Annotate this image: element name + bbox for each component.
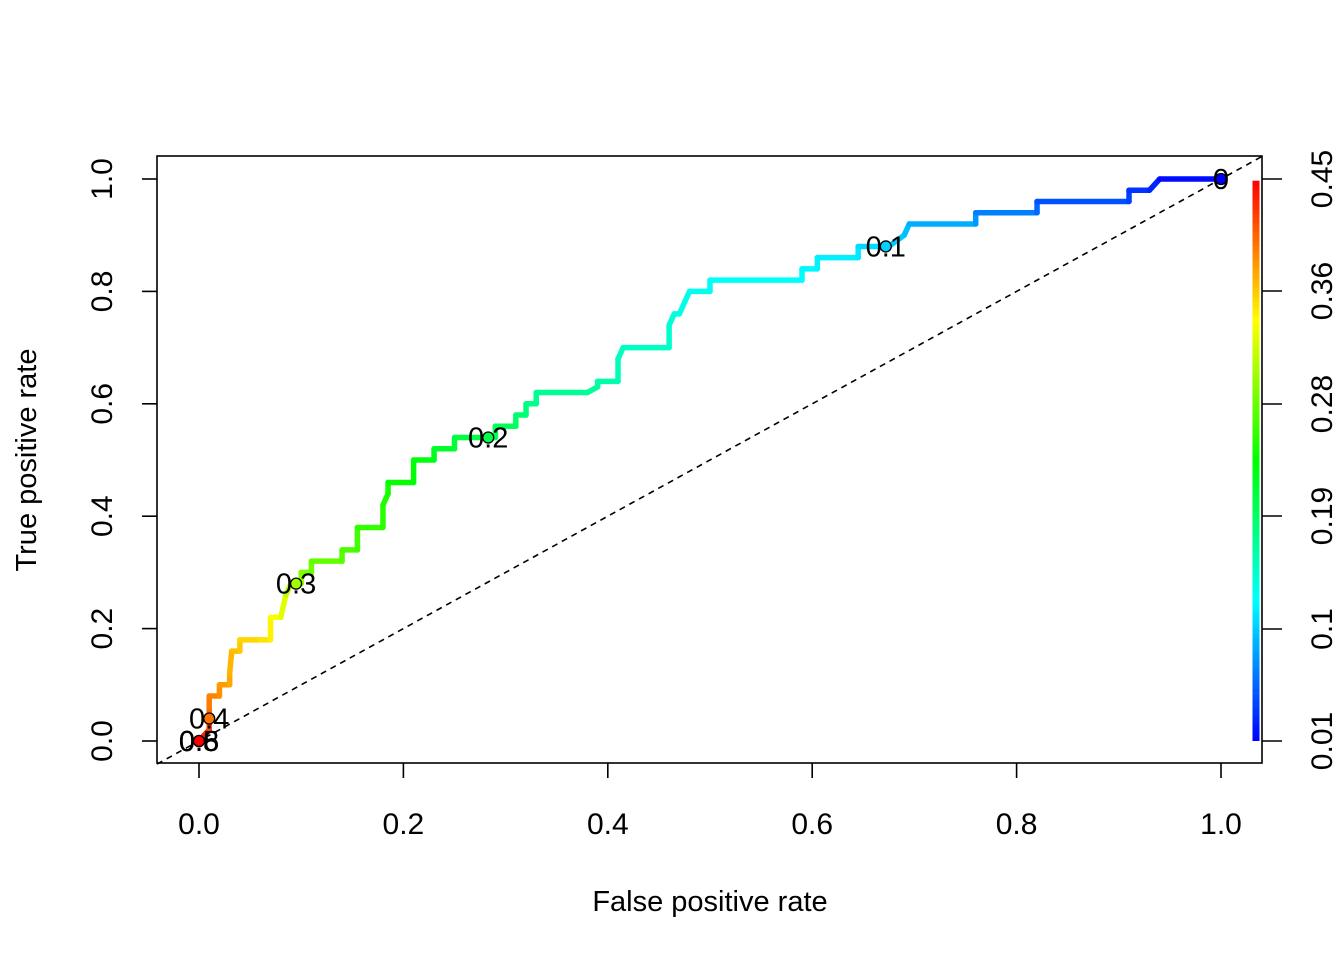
- x-axis-title: False positive rate: [592, 886, 827, 918]
- diagonal-line: [156, 155, 1263, 765]
- x-tick-label: 1.0: [1200, 808, 1242, 841]
- colorbar-tick-label: 0.1: [1306, 608, 1339, 650]
- cutoff-label: 0: [1213, 164, 1229, 196]
- cutoff-label: 0.4: [189, 704, 229, 736]
- cutoff-point: [1214, 172, 1228, 186]
- cutoff-label: 0.1: [866, 231, 906, 263]
- y-axis-title: True positive rate: [11, 349, 43, 572]
- plot-frame: [156, 155, 1263, 764]
- plot-box: [156, 155, 1263, 764]
- y-tick-label: 0.0: [86, 720, 119, 762]
- diagonal-reference-line: [156, 155, 1263, 765]
- y-tick-label: 0.2: [86, 608, 119, 650]
- y-tick-label: 0.4: [86, 495, 119, 537]
- cutoff-point: [289, 577, 303, 590]
- x-tick-label: 0.8: [996, 808, 1038, 841]
- colorbar-tick-label: 0.36: [1306, 262, 1339, 320]
- x-axis: 0.0 0.2 0.4 0.6 0.8 1.0: [178, 763, 1242, 841]
- colorbar-tick-label: 0.28: [1306, 375, 1339, 433]
- cutoff-point: [879, 240, 892, 253]
- x-tick-label: 0.2: [383, 808, 425, 841]
- roc-segment: [278, 592, 289, 621]
- y-tick-label: 1.0: [86, 158, 119, 200]
- cutoff-point: [192, 734, 206, 748]
- roc-segment: [226, 648, 235, 677]
- cutoff-label: 0.3: [276, 569, 316, 601]
- cutoff-point: [482, 431, 495, 444]
- y-tick-label: 0.8: [86, 271, 119, 313]
- colorbar-tick-label: 0.01: [1306, 712, 1339, 770]
- cutoff-markers: 0.40.30.20.100.50.60.8: [179, 164, 1229, 758]
- colorbar-tick-label: 0.19: [1306, 487, 1339, 545]
- colorbar-tick-label: 0.45: [1306, 150, 1339, 208]
- y-axis: 0.0 0.2 0.4 0.6 0.8 1.0: [86, 158, 157, 762]
- cutoff-label: 0.2: [468, 423, 508, 455]
- x-tick-label: 0.4: [587, 808, 629, 841]
- roc-curve: [196, 176, 1224, 744]
- cutoff-point: [203, 712, 216, 725]
- x-tick-label: 0.0: [178, 808, 220, 841]
- y-tick-label: 0.6: [86, 383, 119, 425]
- cutoff-label: 0.8: [179, 726, 219, 758]
- colorbar: 0.01 0.1 0.19 0.28 0.36 0.45: [1252, 150, 1339, 770]
- x-tick-label: 0.6: [791, 808, 833, 841]
